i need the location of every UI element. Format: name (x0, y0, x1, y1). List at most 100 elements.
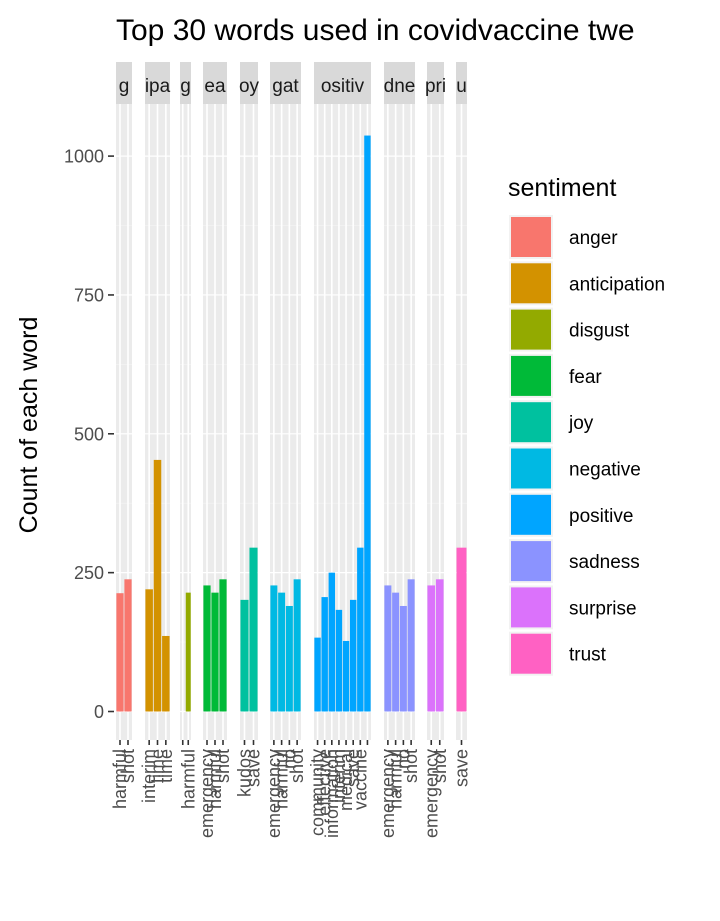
x-tick-label: community (308, 749, 328, 836)
x-tick-label: harmful (205, 749, 225, 809)
bar-positive-0 (314, 637, 321, 712)
x-tick-label: effective (315, 749, 335, 816)
legend-swatch-trust (511, 633, 551, 674)
legend-swatch-negative (511, 448, 551, 489)
x-tick-label: emergency (378, 749, 398, 838)
legend-swatch-positive (511, 494, 551, 535)
bar-sadness-2 (399, 605, 407, 712)
panel-background (180, 104, 191, 740)
bar-fear-1 (211, 592, 219, 712)
facet-strip-anger (116, 62, 132, 104)
facet-strip-label: dne (384, 76, 416, 97)
facet-strip-label: ositiv (321, 76, 365, 97)
legend-label-negative: negative (569, 460, 641, 481)
facet-strip-label: u (456, 76, 467, 97)
bar-positive-5 (349, 599, 357, 712)
legend-swatch-joy (511, 402, 551, 443)
legend-label-disgust: disgust (569, 321, 630, 342)
bar-sadness-3 (407, 579, 415, 712)
legend: sentiment anger anticipation disgust fear jo… (508, 174, 665, 676)
legend-label-positive: positive (569, 506, 633, 527)
bar-joy-1 (249, 547, 258, 712)
facet-strip-negative (270, 62, 301, 104)
bar-sadness-1 (392, 592, 400, 712)
legend-swatch-anger (511, 217, 551, 257)
x-tick-label: shot (213, 749, 233, 783)
legend-swatch-surprise (511, 587, 551, 628)
facet-strip-sadness (384, 62, 415, 104)
bar-positive-7 (364, 135, 371, 712)
facet-strip-surprise (427, 62, 444, 104)
y-tick-label: 750 (74, 285, 104, 305)
y-tick-label: 250 (74, 563, 104, 583)
x-tick-label: vaccine (350, 749, 370, 810)
x-tick-label: emergency (264, 749, 284, 838)
x-tick-label: no (279, 749, 299, 769)
bar-surprise-1 (435, 579, 444, 712)
x-tick-label: time (156, 749, 176, 783)
legend-title: sentiment (508, 174, 616, 202)
facet-strip-label: g (119, 76, 130, 97)
facet-strip-disgust (180, 62, 191, 104)
bar-joy-0 (240, 599, 249, 712)
bar-anticipation-1 (153, 459, 162, 712)
facet-panel-positive: ositiv communityeffectiveinformationinter… (308, 62, 371, 838)
bar-sadness-0 (384, 585, 392, 712)
bar-trust-0 (456, 547, 467, 712)
facet-panels: gharmfulshotipainterimtimetimegharmfulea… (110, 62, 472, 838)
bar-anger-0 (116, 593, 124, 712)
x-tick-label: shot (401, 749, 421, 783)
x-tick-label: harmful (178, 749, 198, 809)
bar-anger-1 (124, 579, 132, 712)
legend-label-anger: anger (569, 228, 618, 249)
bar-fear-2 (219, 579, 227, 712)
x-tick-label: harmful (272, 749, 292, 809)
x-tick-label: kudos (235, 749, 255, 797)
legend-label-fear: fear (569, 367, 602, 388)
facet-panel-trust: u save (452, 62, 472, 787)
chart-title: Top 30 words used in covidvaccine twe (116, 14, 635, 47)
bar-anticipation-0 (145, 589, 153, 712)
y-axis-label: Count of each word (15, 317, 43, 534)
facet-panel-disgust: g harmful (178, 62, 198, 809)
facet-strip-fear (203, 62, 227, 104)
bar-negative-1 (278, 592, 286, 712)
x-tick-label: information (322, 749, 342, 838)
x-tick-label: shot (287, 749, 307, 783)
x-tick-label: shot (430, 749, 450, 783)
x-tick-label: medical (336, 749, 356, 811)
legend-label-trust: trust (569, 645, 607, 666)
bar-negative-2 (285, 605, 293, 712)
legend-swatch-fear (511, 355, 551, 396)
bar-positive-6 (357, 547, 364, 712)
y-axis: 0 250 500 750 1000 (64, 147, 114, 722)
x-tick-label: save (452, 749, 472, 787)
y-tick-label: 500 (74, 424, 104, 444)
legend-swatch-anticipation (511, 263, 551, 304)
facet-strip-label: gat (272, 76, 299, 97)
facet-strip-label: g (180, 76, 191, 97)
facet-strip-label: oy (239, 76, 260, 97)
bar-positive-3 (335, 609, 343, 712)
facet-strip-positive (314, 62, 371, 104)
x-tick-label: interim (139, 749, 159, 803)
x-tick-label: emergency (421, 749, 441, 838)
bar-positive-2 (328, 572, 336, 712)
y-tick-label: 1000 (64, 147, 104, 167)
legend-swatch-sadness (511, 541, 551, 582)
facet-strip-trust (456, 62, 467, 104)
bar-positive-1 (321, 597, 328, 712)
legend-swatch-disgust (511, 309, 551, 350)
x-tick-label: harmful (110, 749, 130, 809)
bar-negative-0 (270, 585, 278, 712)
legend-label-sadness: sadness (569, 552, 640, 573)
x-tick-label: save (343, 749, 363, 787)
bar-fear-0 (203, 585, 211, 712)
facet-strip-label: ea (204, 76, 226, 97)
bar-positive-4 (342, 640, 350, 712)
